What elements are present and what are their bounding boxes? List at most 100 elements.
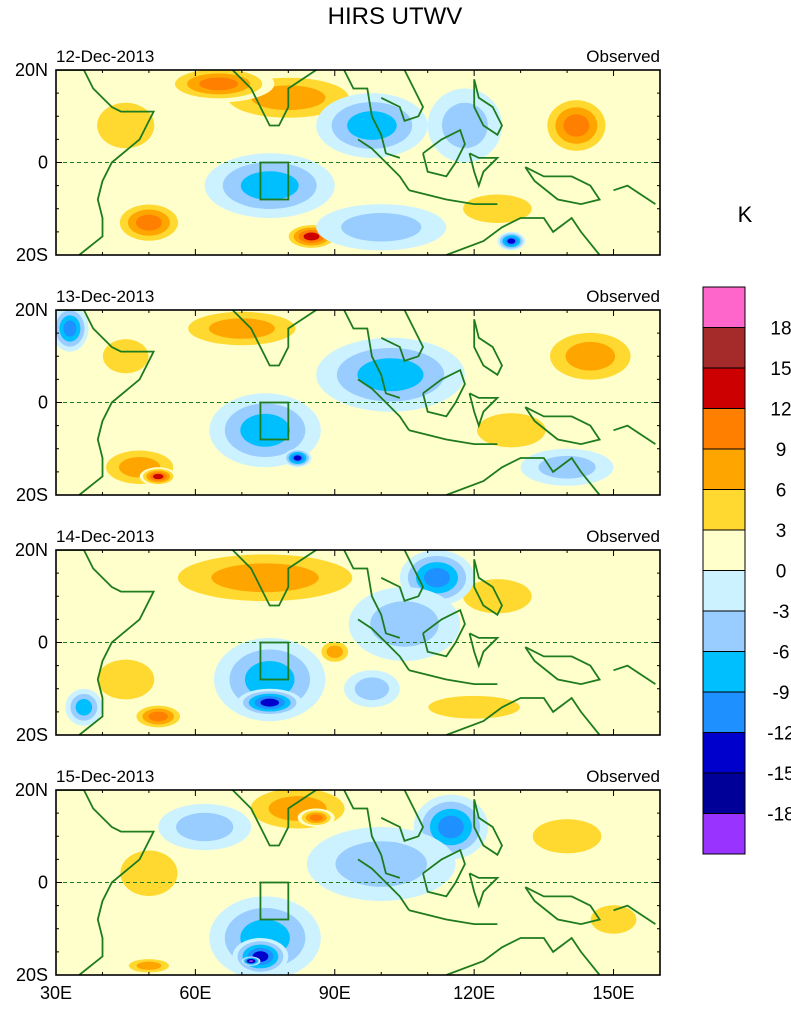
colorbar-label: -9 [773, 683, 790, 704]
colorbar-label: 6 [776, 481, 787, 502]
colorbar-swatch [702, 408, 746, 450]
coastline [231, 70, 317, 127]
field-contour [347, 111, 397, 140]
coastline [380, 550, 425, 603]
y-tick-label: 20N [15, 60, 48, 80]
coastline [56, 310, 156, 495]
x-tick-label: 150E [593, 983, 635, 1003]
panel-date: 13-Dec-2013 [56, 287, 154, 306]
coastline [468, 392, 500, 429]
colorbar-swatch [702, 570, 746, 612]
y-tick-label: 20S [16, 725, 48, 745]
coastline [408, 189, 498, 205]
coastline [468, 872, 500, 909]
coastline [613, 664, 656, 685]
colorbar-label: -12 [767, 724, 791, 745]
coastline [524, 646, 602, 686]
coastline [343, 550, 401, 639]
region-box [259, 881, 290, 921]
coastline [473, 799, 504, 857]
field-contour [211, 563, 319, 593]
field-contour [538, 455, 596, 479]
field-contour [532, 819, 602, 854]
field-contour [135, 214, 162, 231]
coastline [231, 790, 317, 847]
coastline [380, 310, 425, 363]
y-tick-label: 20S [16, 245, 48, 265]
coastline [408, 429, 498, 445]
field-contour [463, 194, 532, 223]
coastline [524, 886, 602, 926]
x-tick-label: 60E [179, 983, 211, 1003]
colorbar-swatch [702, 448, 746, 490]
x-tick-label: 30E [40, 983, 72, 1003]
y-tick-label: 0 [38, 393, 48, 413]
coastline [445, 456, 601, 495]
colorbar-label: 3 [776, 521, 787, 542]
map-panel: 20N 0 20S 12-Dec-2013 Observed [15, 47, 661, 265]
field-contour [148, 711, 168, 722]
field-contour [590, 905, 637, 934]
coastline [445, 216, 601, 255]
map-field [56, 70, 660, 255]
colorbar-unit: K [738, 202, 753, 227]
y-tick-label: 20S [16, 965, 48, 985]
panel-date: 12-Dec-2013 [56, 47, 154, 66]
field-contour [507, 238, 516, 244]
coastline [524, 166, 602, 206]
coastline [408, 669, 498, 685]
colorbar-label: 12 [770, 400, 791, 421]
coastline [422, 128, 466, 178]
coastline [343, 310, 401, 399]
field-contour [240, 413, 290, 447]
coastline [445, 936, 601, 975]
colorbar-label: -6 [773, 643, 790, 664]
region-box [259, 641, 290, 681]
coastline [343, 70, 401, 159]
coastline [380, 70, 425, 123]
panel-label: Observed [586, 767, 660, 786]
x-tick-label: 90E [319, 983, 351, 1003]
region-box [259, 161, 290, 201]
panel-date: 15-Dec-2013 [56, 767, 154, 786]
coastline [524, 406, 602, 446]
field-contour [565, 341, 616, 371]
coastline [613, 184, 656, 205]
y-tick-label: 0 [38, 873, 48, 893]
colorbar: 18 15 12 9 6 3 0 -3 -6 -9 -12 -15 -18 K [702, 202, 791, 855]
map-field [56, 790, 660, 975]
field-contour [208, 318, 275, 339]
colorbar-swatch [702, 529, 746, 571]
colorbar-swatch [702, 691, 746, 733]
y-tick-label: 0 [38, 153, 48, 173]
colorbar-label: -18 [767, 805, 791, 826]
field-contour [199, 77, 239, 91]
coastline [422, 368, 466, 418]
field-contour [428, 695, 520, 719]
panel-label: Observed [586, 47, 660, 66]
field-contour [357, 358, 424, 392]
map-panels: 20N 0 20S 12-Dec-2013 Observed 20N 0 20S 13-Dec-… [15, 47, 661, 1003]
coastline [473, 79, 504, 137]
field-contour [341, 213, 422, 242]
field-contour [176, 812, 234, 842]
panel-label: Observed [586, 527, 660, 546]
colorbar-swatch [702, 732, 746, 774]
region-box [259, 401, 290, 441]
field-contour [136, 961, 162, 970]
coastline [56, 550, 156, 735]
chart-title: HIRS UTWV [328, 3, 463, 30]
map-panel: 20N 0 20S 15-Dec-2013 Observed 30E 60E 90E 120E 1… [15, 767, 661, 1003]
field-contour [424, 568, 450, 588]
field-contour [441, 102, 488, 149]
field-contour [326, 645, 344, 658]
colorbar-label: 0 [776, 562, 787, 583]
colorbar-label: 15 [770, 359, 791, 380]
field-contour [354, 677, 390, 701]
map-panel: 20N 0 20S 13-Dec-2013 Observed [15, 287, 661, 505]
field-contour [303, 232, 320, 241]
colorbar-label: 9 [776, 440, 787, 461]
colorbar-swatch [702, 813, 746, 855]
field-contour [477, 413, 546, 448]
